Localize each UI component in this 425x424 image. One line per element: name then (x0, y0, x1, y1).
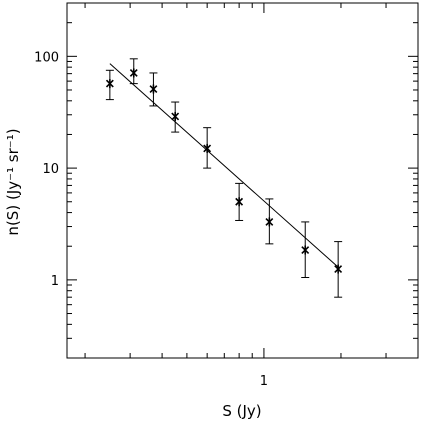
y-tick-label: 1 (51, 274, 59, 289)
data-point-asterisk (129, 68, 138, 78)
data-point-asterisk (265, 217, 274, 227)
data-point-asterisk (149, 84, 158, 94)
fit-line-layer (109, 63, 339, 268)
data-point-asterisk (203, 143, 212, 153)
y-tick-label: 100 (34, 50, 59, 65)
data-point-asterisk (334, 264, 343, 274)
data-point-asterisk (235, 197, 244, 207)
y-axis-tick-labels: 1 10 100 (34, 50, 59, 289)
power-law-fit-line (109, 63, 339, 268)
error-bars (105, 58, 343, 298)
data-point-asterisk (105, 79, 114, 89)
data-point-asterisk (301, 245, 310, 255)
y-tick-label: 10 (42, 162, 59, 177)
x-tick-label: 1 (260, 374, 268, 389)
x-axis-tick-labels: 1 (260, 374, 268, 389)
y-axis-label: n(S) (Jy⁻¹ sr⁻¹) (4, 128, 22, 235)
data-points (105, 68, 343, 274)
data-point-asterisk (171, 111, 180, 121)
x-axis-label: S (Jy) (222, 402, 261, 420)
plot-frame (66, 2, 419, 359)
x-axis-ticks (84, 3, 419, 358)
y-axis-ticks (67, 2, 418, 359)
